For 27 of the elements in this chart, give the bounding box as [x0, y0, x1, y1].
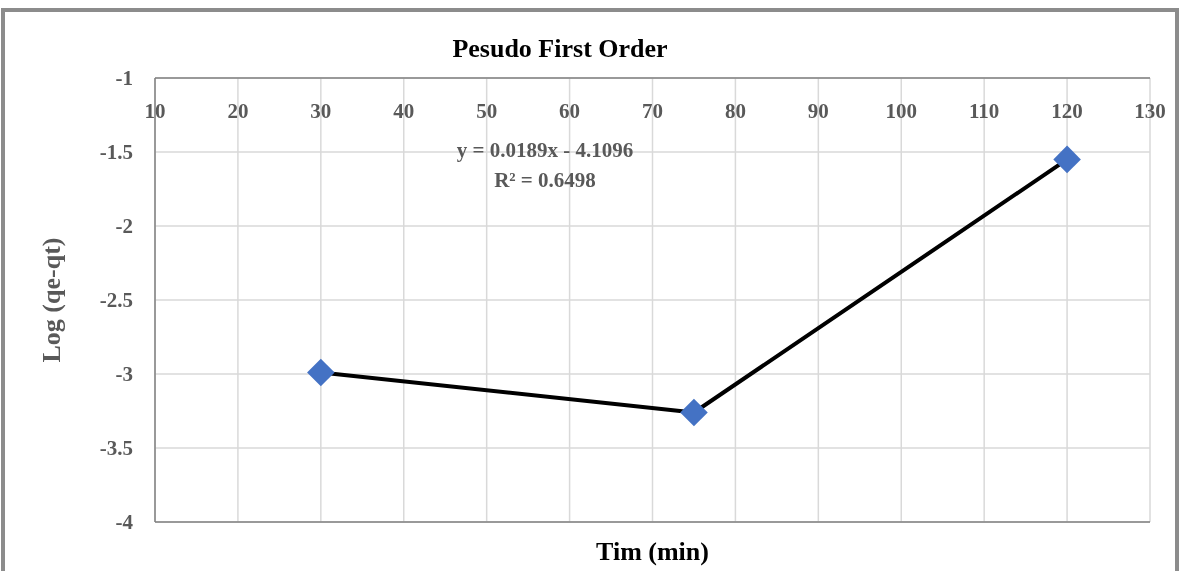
x-tick-label: 80: [724, 99, 746, 123]
point: [680, 398, 708, 427]
y-tick-label: -1: [115, 66, 133, 90]
x-tick-label: 20: [227, 99, 249, 123]
point: [1053, 145, 1081, 174]
x-tick-label: 90: [807, 99, 829, 123]
x-tick-label: 70: [642, 99, 663, 123]
y-tick-label: -1.5: [99, 140, 133, 164]
x-tick-label: 110: [968, 99, 1000, 123]
x-axis-title: Tim (min): [596, 537, 709, 566]
y-axis-title: Log (qe-qt): [37, 237, 66, 363]
point: [307, 358, 335, 387]
y-tick-label: -4: [115, 510, 134, 534]
x-tick-label: 100: [885, 99, 917, 123]
x-tick-label: 130: [1134, 99, 1166, 123]
y-tick-label: -2: [115, 214, 133, 238]
x-tick-label: 50: [476, 99, 498, 123]
y-tick-label: -3.5: [99, 436, 133, 460]
y-tick-label: -2.5: [99, 288, 133, 312]
annotation: y = 0.0189x - 4.1096: [456, 138, 634, 162]
y-tick-label: -3: [115, 362, 133, 386]
x-tick-label: 30: [310, 99, 332, 123]
chart-title: Pesudo First Order: [452, 34, 668, 63]
x-tick-label: 60: [559, 99, 581, 123]
x-tick-label: 40: [393, 99, 415, 123]
x-tick-label: 120: [1051, 99, 1083, 123]
annotation: R² = 0.6498: [494, 168, 596, 192]
